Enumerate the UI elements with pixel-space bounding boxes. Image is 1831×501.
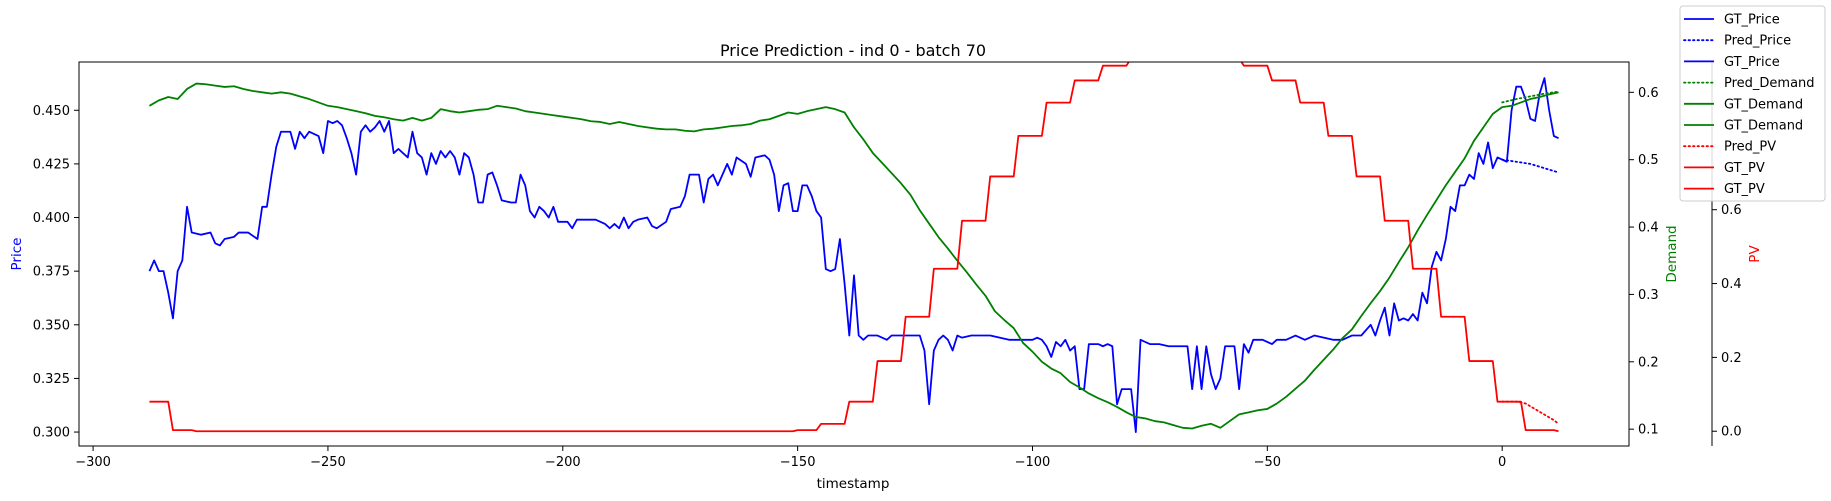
series-line-pred-demand [1501, 90, 1560, 104]
series-line-pred-pv [1501, 400, 1560, 425]
x-tick-label: −50 [1254, 455, 1281, 470]
demand-tick-label: 0.6 [1638, 86, 1659, 101]
legend-label: GT_Price [1724, 13, 1780, 28]
legend-label: Pred_Price [1724, 34, 1791, 49]
price-tick-label: 0.375 [33, 265, 70, 280]
price-tick-label: 0.300 [33, 426, 70, 441]
demand-tick-label: 0.1 [1638, 423, 1659, 438]
demand-tick-label: 0.3 [1638, 288, 1659, 303]
demand-axis-label: Demand [1664, 225, 1680, 282]
series-line-gt-price [148, 77, 1559, 433]
legend-label: Pred_Demand [1724, 76, 1815, 91]
legend-label: GT_PV [1724, 161, 1765, 176]
series-line-gt-pv [149, 62, 1559, 433]
series-line-gt-demand [149, 82, 1559, 430]
pv-tick-label: 0.6 [1721, 203, 1742, 218]
pv-tick-label: 0.4 [1721, 277, 1742, 292]
pv-tick-label: 0.0 [1721, 425, 1742, 440]
series-layer [148, 62, 1560, 433]
legend-label: GT_Demand [1724, 119, 1803, 134]
price-tick-label: 0.450 [33, 104, 70, 119]
demand-tick-label: 0.4 [1638, 221, 1659, 236]
legend-label: GT_Demand [1724, 97, 1803, 112]
chart-title: Price Prediction - ind 0 - batch 70 [720, 41, 986, 60]
price-tick-label: 0.350 [33, 318, 70, 333]
legend-label: GT_Price [1724, 55, 1780, 70]
price-tick-label: 0.425 [33, 157, 70, 172]
pv-axis-label: PV [1747, 245, 1763, 263]
demand-axis: 0.1 0.2 0.3 0.4 0.5 0.6 [1629, 86, 1659, 438]
plot-frame [78, 61, 1630, 447]
x-tick-label: −250 [310, 455, 346, 470]
pv-tick-label: 0.2 [1721, 351, 1742, 366]
price-axis: 0.300 0.325 0.350 0.375 0.400 0.425 0.450 [33, 104, 79, 441]
legend-label: GT_PV [1724, 182, 1765, 197]
x-tick-label: 0 [1498, 455, 1506, 470]
legend-label: Pred_PV [1724, 140, 1776, 155]
x-tick-label: −150 [780, 455, 816, 470]
legend-frame [1679, 5, 1826, 202]
x-axis-label: timestamp [817, 476, 890, 492]
plot-area [78, 61, 1630, 447]
demand-tick-label: 0.5 [1638, 153, 1659, 168]
series-line-pred-price [1501, 158, 1560, 174]
demand-tick-label: 0.2 [1638, 355, 1659, 370]
price-tick-label: 0.400 [33, 211, 70, 226]
pv-axis: 0.0 0.2 0.4 0.6 [1711, 62, 1742, 446]
x-tick-label: −100 [1015, 455, 1051, 470]
x-tick-label: −300 [75, 455, 111, 470]
price-axis-label: Price [9, 238, 25, 271]
legend: GT_Price Pred_Price GT_Price Pred_Demand GT_… [1679, 5, 1826, 202]
price-tick-label: 0.325 [33, 372, 70, 387]
x-axis: −300 −250 −200 −150 −100 −50 0 [75, 446, 1506, 470]
x-tick-label: −200 [545, 455, 581, 470]
